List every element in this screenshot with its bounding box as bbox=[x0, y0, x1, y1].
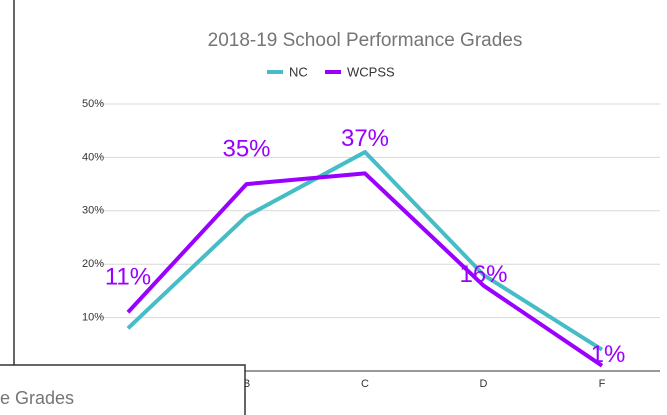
x-tick-label: B bbox=[243, 378, 250, 390]
data-label: 1% bbox=[591, 341, 626, 368]
data-label: 37% bbox=[341, 125, 389, 152]
legend-label: NC bbox=[289, 64, 308, 79]
y-tick-label: 10% bbox=[82, 312, 104, 324]
series-line bbox=[126, 171, 604, 368]
y-tick-label: 40% bbox=[82, 151, 104, 163]
data-label: 16% bbox=[459, 261, 507, 288]
chart-frame bbox=[13, 0, 667, 415]
chart-title: 2018-19 School Performance Grades bbox=[208, 30, 523, 51]
y-tick-label: 20% bbox=[82, 258, 104, 270]
series-line bbox=[126, 150, 604, 352]
y-tick-label: 50% bbox=[82, 98, 104, 110]
overlay-title: e Grades bbox=[0, 388, 74, 408]
x-tick-label: C bbox=[361, 378, 369, 390]
data-label: 35% bbox=[222, 135, 270, 162]
y-tick-label: 30% bbox=[82, 205, 104, 217]
legend-label: WCPSS bbox=[347, 64, 395, 79]
x-tick-label: D bbox=[480, 378, 488, 390]
data-label: 11% bbox=[105, 264, 151, 291]
overlay-window bbox=[0, 364, 246, 415]
x-tick-label: F bbox=[599, 378, 606, 390]
